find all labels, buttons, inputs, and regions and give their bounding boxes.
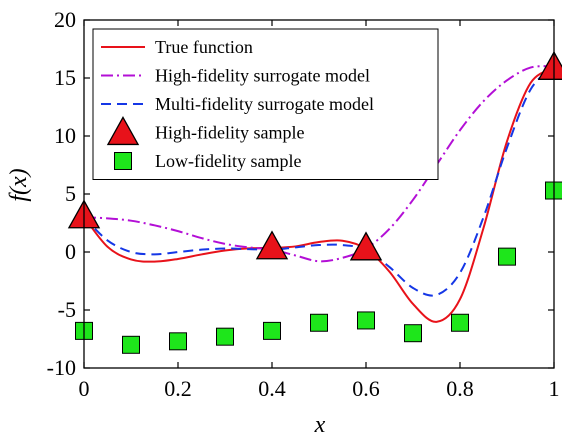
legend-swatch-high-fidelity-sample (106, 116, 140, 146)
low-fidelity-sample-point (451, 313, 469, 332)
x-tick-label: 0.2 (164, 376, 192, 401)
x-tick-label: 1 (549, 376, 560, 401)
plot-frame (83, 19, 555, 369)
legend-box (92, 28, 439, 180)
legend-label-low-fidelity-sample: Low-fidelity sample (155, 151, 301, 171)
y-axis-label: f(x) (6, 168, 32, 201)
high-fidelity-surrogate-model-line (83, 65, 555, 263)
legend-label-high-fidelity-sample: High-fidelity sample (155, 123, 304, 143)
legend-label-high-fidelity-surrogate-model: High-fidelity surrogate model (155, 66, 370, 86)
high-fidelity-sample-point (255, 230, 289, 260)
x-tick-label: 0.8 (446, 376, 474, 401)
legend-label-multi-fidelity-surrogate-model: Multi-fidelity surrogate model (155, 94, 374, 114)
legend-label-true-function: True function (155, 37, 253, 57)
low-fidelity-sample-point (498, 247, 516, 266)
low-fidelity-sample-point (263, 321, 281, 340)
x-axis-label: x (314, 412, 326, 437)
x-tick-label: 0 (79, 376, 90, 401)
y-tick-label: 5 (65, 181, 76, 206)
x-tick-label: 0.4 (258, 376, 286, 401)
y-tick-label: 10 (54, 123, 76, 148)
low-fidelity-sample-point (216, 327, 234, 346)
y-tick-label: 20 (54, 7, 76, 32)
low-fidelity-sample-point (169, 332, 187, 351)
low-fidelity-sample-point (122, 335, 140, 354)
y-tick-label: 0 (65, 239, 76, 264)
true-function-line (83, 67, 555, 323)
y-tick-label: -10 (47, 355, 76, 380)
y-tick-label: 15 (54, 65, 76, 90)
y-tick-label: -5 (58, 297, 76, 322)
x-tick-label: 0.6 (352, 376, 380, 401)
low-fidelity-sample-point (310, 313, 328, 332)
high-fidelity-sample-point (349, 231, 383, 261)
low-fidelity-sample-point (357, 311, 375, 330)
multi-fidelity-surrogate-model-line (83, 65, 555, 297)
low-fidelity-sample-point (404, 324, 422, 343)
legend-swatch-low-fidelity-sample (114, 152, 132, 170)
